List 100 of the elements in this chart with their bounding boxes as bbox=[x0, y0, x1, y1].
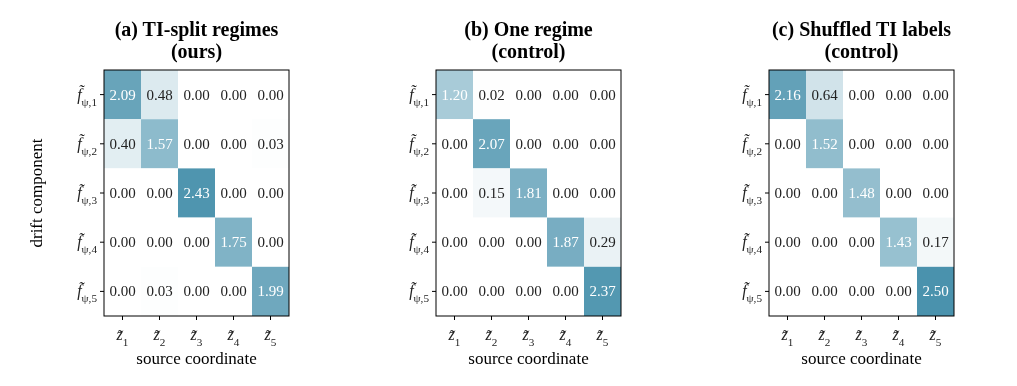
data-label: 0.00 bbox=[848, 283, 875, 300]
x-tick-label: z̃$_{4}$ bbox=[891, 326, 905, 348]
data-label: 0.00 bbox=[589, 185, 616, 201]
data-label: 0.00 bbox=[811, 234, 838, 251]
data-label: 0.00 bbox=[774, 185, 801, 201]
data-label: 0.00 bbox=[183, 283, 210, 300]
y-tick-label: f̃$_{ψ,1}$ bbox=[742, 85, 762, 108]
x-tick-label: z̃$_{1}$ bbox=[115, 326, 129, 348]
data-label: 0.00 bbox=[183, 86, 210, 103]
data-label: 0.02 bbox=[478, 86, 505, 103]
data-label: 0.00 bbox=[257, 185, 284, 201]
x-tick-label: z̃$_{2}$ bbox=[152, 326, 166, 348]
data-label: 0.00 bbox=[257, 86, 284, 103]
data-label: 0.00 bbox=[885, 283, 912, 300]
x-axis-title: source coordinate bbox=[801, 349, 922, 368]
data-label: 0.00 bbox=[848, 234, 875, 251]
data-label: 0.00 bbox=[220, 283, 247, 300]
y-tick-label: f̃$_{ψ,2}$ bbox=[409, 134, 429, 157]
data-label: 0.00 bbox=[441, 135, 468, 152]
y-tick-label: f̃$_{ψ,5}$ bbox=[742, 282, 763, 305]
data-label: 1.81 bbox=[515, 185, 542, 201]
data-label: 1.99 bbox=[257, 283, 284, 300]
data-label: 0.00 bbox=[515, 283, 542, 300]
y-tick-label: f̃$_{ψ,5}$ bbox=[409, 282, 430, 305]
data-label: 0.00 bbox=[478, 283, 505, 300]
x-axis-title: source coordinate bbox=[468, 349, 589, 368]
data-label: 0.00 bbox=[552, 86, 579, 103]
data-label: 0.00 bbox=[183, 135, 210, 152]
x-tick-label: z̃$_{3}$ bbox=[189, 326, 203, 348]
x-tick-label: z̃$_{2}$ bbox=[817, 326, 831, 348]
data-label: 2.50 bbox=[922, 283, 949, 300]
x-tick-label: z̃$_{3}$ bbox=[854, 326, 868, 348]
data-label: 0.03 bbox=[257, 135, 284, 152]
data-label: 0.40 bbox=[109, 135, 136, 152]
x-tick-label: z̃$_{2}$ bbox=[484, 326, 498, 348]
x-tick-label: z̃$_{5}$ bbox=[263, 326, 277, 348]
data-label: 0.03 bbox=[146, 283, 173, 300]
data-label: 2.07 bbox=[478, 135, 506, 152]
data-label: 0.00 bbox=[441, 234, 468, 251]
data-label: 0.00 bbox=[109, 283, 136, 300]
data-label: 0.00 bbox=[774, 283, 801, 300]
x-tick-label: z̃$_{4}$ bbox=[226, 326, 240, 348]
data-label: 0.00 bbox=[109, 234, 136, 251]
x-axis-title: source coordinate bbox=[136, 349, 257, 368]
data-label: 0.00 bbox=[478, 234, 505, 251]
data-label: 1.87 bbox=[552, 234, 580, 251]
x-tick-label: z̃$_{1}$ bbox=[447, 326, 461, 348]
data-label: 0.00 bbox=[515, 135, 542, 152]
data-label: 0.00 bbox=[774, 135, 801, 152]
data-label: 1.57 bbox=[146, 135, 174, 152]
y-tick-label: f̃$_{ψ,2}$ bbox=[77, 134, 97, 157]
data-label: 0.00 bbox=[922, 135, 949, 152]
data-label: 2.37 bbox=[589, 283, 617, 300]
data-label: 0.00 bbox=[515, 234, 542, 251]
data-label: 0.00 bbox=[922, 86, 949, 103]
y-axis-title: drift component bbox=[27, 138, 46, 248]
data-label: 0.00 bbox=[811, 185, 838, 201]
data-label: 1.20 bbox=[441, 86, 468, 103]
data-label: 0.00 bbox=[515, 86, 542, 103]
x-tick-label: z̃$_{5}$ bbox=[928, 326, 942, 348]
chart-title: (a) TI-split regimes (ours) bbox=[114, 18, 279, 63]
data-label: 0.48 bbox=[146, 86, 173, 103]
y-tick-label: f̃$_{ψ,4}$ bbox=[742, 232, 763, 256]
x-tick-label: z̃$_{5}$ bbox=[595, 326, 609, 348]
data-label: 0.00 bbox=[146, 234, 173, 251]
data-label: 0.00 bbox=[146, 185, 173, 201]
x-tick-label: z̃$_{3}$ bbox=[521, 326, 535, 348]
data-label: 0.15 bbox=[478, 185, 505, 201]
data-label: 0.00 bbox=[552, 185, 579, 201]
data-label: 0.64 bbox=[811, 86, 839, 103]
chart-title: (c) Shuffled TI labels (control) bbox=[771, 18, 952, 63]
data-label: 0.00 bbox=[183, 234, 210, 251]
data-label: 1.75 bbox=[220, 234, 247, 251]
data-label: 0.00 bbox=[552, 283, 579, 300]
data-label: 0.00 bbox=[220, 185, 247, 201]
data-label: 0.00 bbox=[441, 185, 468, 201]
data-label: 0.00 bbox=[552, 135, 579, 152]
data-label: 0.00 bbox=[257, 234, 284, 251]
data-label: 2.09 bbox=[109, 86, 136, 103]
data-label: 0.00 bbox=[774, 234, 801, 251]
y-tick-label: f̃$_{ψ,3}$ bbox=[742, 183, 763, 206]
data-label: 1.48 bbox=[848, 185, 875, 201]
data-label: 0.00 bbox=[441, 283, 468, 300]
data-label: 0.00 bbox=[885, 135, 912, 152]
y-tick-label: f̃$_{ψ,4}$ bbox=[409, 232, 430, 256]
y-tick-label: f̃$_{ψ,3}$ bbox=[409, 183, 430, 206]
data-label: 0.00 bbox=[589, 135, 616, 152]
data-label: 0.00 bbox=[811, 283, 838, 300]
data-label: 0.00 bbox=[589, 86, 616, 103]
data-label: 0.00 bbox=[848, 135, 875, 152]
y-tick-label: f̃$_{ψ,3}$ bbox=[77, 183, 98, 206]
data-label: 2.43 bbox=[183, 185, 210, 201]
x-tick-label: z̃$_{1}$ bbox=[780, 326, 794, 348]
data-label: 0.00 bbox=[885, 185, 912, 201]
y-tick-label: f̃$_{ψ,1}$ bbox=[409, 85, 429, 108]
data-label: 0.00 bbox=[848, 86, 875, 103]
data-label: 0.00 bbox=[885, 86, 912, 103]
y-tick-label: f̃$_{ψ,2}$ bbox=[742, 134, 762, 157]
y-tick-label: f̃$_{ψ,1}$ bbox=[77, 85, 97, 108]
data-label: 0.29 bbox=[589, 234, 616, 251]
